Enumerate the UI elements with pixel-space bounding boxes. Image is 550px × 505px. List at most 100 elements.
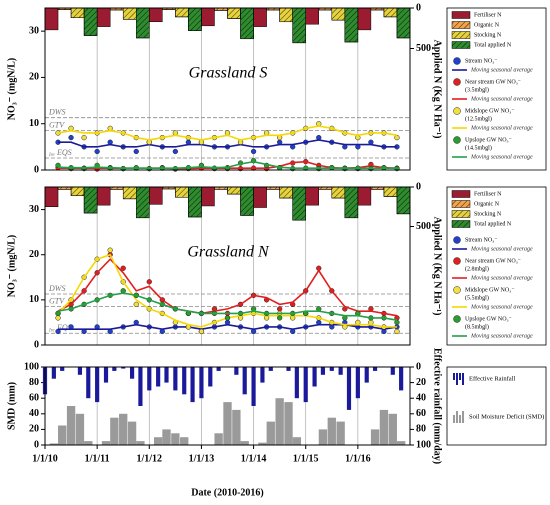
smd-bar	[327, 417, 336, 445]
moving-average-line	[57, 292, 398, 321]
y-tick-label: 40	[29, 408, 39, 419]
rainfall-bar	[364, 367, 369, 383]
y2-axis-title: Applied N (Kg N Ha⁻¹)	[432, 40, 443, 139]
rainfall-bar	[251, 367, 256, 406]
application-bar-hatch	[136, 7, 150, 39]
legend-swatch	[462, 411, 464, 423]
legend-swatch-hatch	[452, 200, 470, 208]
smd-bar	[240, 441, 249, 445]
legend-marker	[453, 257, 461, 265]
application-bar-hatch	[175, 7, 189, 18]
rainfall-bar	[372, 367, 378, 371]
rainfall-bar	[355, 367, 360, 399]
smd-bar	[318, 429, 328, 445]
legend-label: Stocking N	[474, 32, 502, 38]
rainfall-bar	[208, 367, 213, 387]
application-bar	[253, 7, 267, 27]
reference-label: DWS	[48, 284, 65, 293]
rainfall-bar	[320, 367, 326, 375]
y-axis-title: SMD (mm)	[6, 382, 17, 430]
smd-bar	[101, 441, 111, 445]
legend-label: Upslope GW NO₃⁻	[465, 316, 512, 322]
data-point	[55, 315, 61, 321]
legend-marker	[453, 136, 461, 144]
data-point	[133, 148, 139, 155]
legend-depth: (3.5mbgl)	[465, 86, 489, 93]
smd-bar	[58, 425, 67, 445]
rainfall-bar	[129, 367, 135, 379]
y2-tick-label: 500	[416, 43, 431, 54]
legend-label: Total applied N	[474, 42, 512, 48]
y-tick-label: 0	[34, 164, 39, 175]
application-bar	[201, 186, 215, 207]
x-axis-title: Date (2010-2016)	[191, 487, 263, 498]
application-bar	[305, 7, 320, 25]
data-point	[55, 310, 61, 317]
legend-marker	[453, 107, 461, 115]
data-point	[133, 301, 139, 308]
application-bar	[149, 186, 163, 205]
legend-swatch	[453, 415, 455, 423]
legend-marker	[453, 236, 461, 244]
y2-tick-label: 80	[416, 424, 426, 435]
rainfall-bar	[346, 367, 352, 410]
legend-label: Fertiliser N	[474, 12, 502, 18]
x-tick-label: 1/1/14	[241, 453, 267, 464]
rainfall-bar	[234, 367, 239, 375]
smd-bar	[153, 437, 163, 445]
data-point	[394, 319, 400, 326]
rainfall-bar	[103, 367, 109, 383]
reference-label: GTV	[49, 296, 65, 305]
y2-tick-label: 20	[416, 377, 426, 388]
moving-average-line	[58, 139, 397, 148]
legend-marker	[453, 78, 461, 86]
legend-swatch-hatch	[452, 21, 470, 29]
reference-label: DWS	[48, 108, 65, 117]
legend-swatch-hatch	[452, 31, 470, 39]
application-bar-hatch	[175, 186, 189, 198]
legend-label: Fertiliser N	[474, 191, 502, 197]
plot-frame	[44, 186, 411, 346]
y-tick-label: 30	[29, 25, 39, 36]
y-tick-label: 10	[29, 118, 39, 129]
application-bar-hatch	[292, 7, 306, 44]
smd-bar	[127, 421, 137, 445]
rainfall-bar	[121, 367, 126, 369]
legend-swatch	[459, 373, 461, 380]
rainfall-bar	[216, 367, 221, 371]
smd-bar	[119, 413, 128, 445]
application-bar	[96, 7, 111, 27]
application-bar	[357, 186, 372, 206]
application-bar	[253, 186, 267, 208]
y-tick-label: 0	[34, 439, 39, 450]
legend-swatch-hatch	[452, 210, 470, 218]
y-tick-label: 80	[29, 377, 39, 388]
y-tick-label: 20	[29, 72, 39, 83]
legend-swatch	[451, 11, 471, 19]
application-bar	[305, 186, 320, 206]
rainfall-bar	[399, 367, 404, 391]
smd-bar	[232, 409, 241, 445]
x-tick-label: 1/1/13	[189, 453, 215, 464]
data-point	[276, 315, 283, 321]
application-bar-hatch	[70, 7, 85, 18]
smd-bar	[75, 413, 85, 445]
application-bar-hatch	[83, 7, 98, 36]
smd-bar	[396, 441, 406, 445]
rainfall-bar	[147, 367, 152, 391]
legend-marker	[453, 286, 461, 294]
smd-bar	[84, 441, 93, 445]
rainfall-bar	[51, 367, 56, 379]
legend-swatch-hatch	[452, 41, 470, 49]
legend-depth: (5.5mbgl)	[465, 294, 489, 301]
x-tick-label: 1/1/15	[293, 453, 319, 464]
rainfall-bar	[303, 367, 308, 403]
legend-label: Near stream GW NO₃⁻	[465, 79, 521, 85]
y2-tick-label: 100	[416, 439, 431, 450]
rainfall-bar	[60, 367, 65, 371]
rainfall-bar	[182, 367, 187, 395]
legend-swatch-hatch	[452, 220, 470, 228]
legend-depth: (8.5mbgl)	[465, 323, 489, 330]
legend-label: Upslope GW NO₃⁻	[465, 137, 512, 143]
